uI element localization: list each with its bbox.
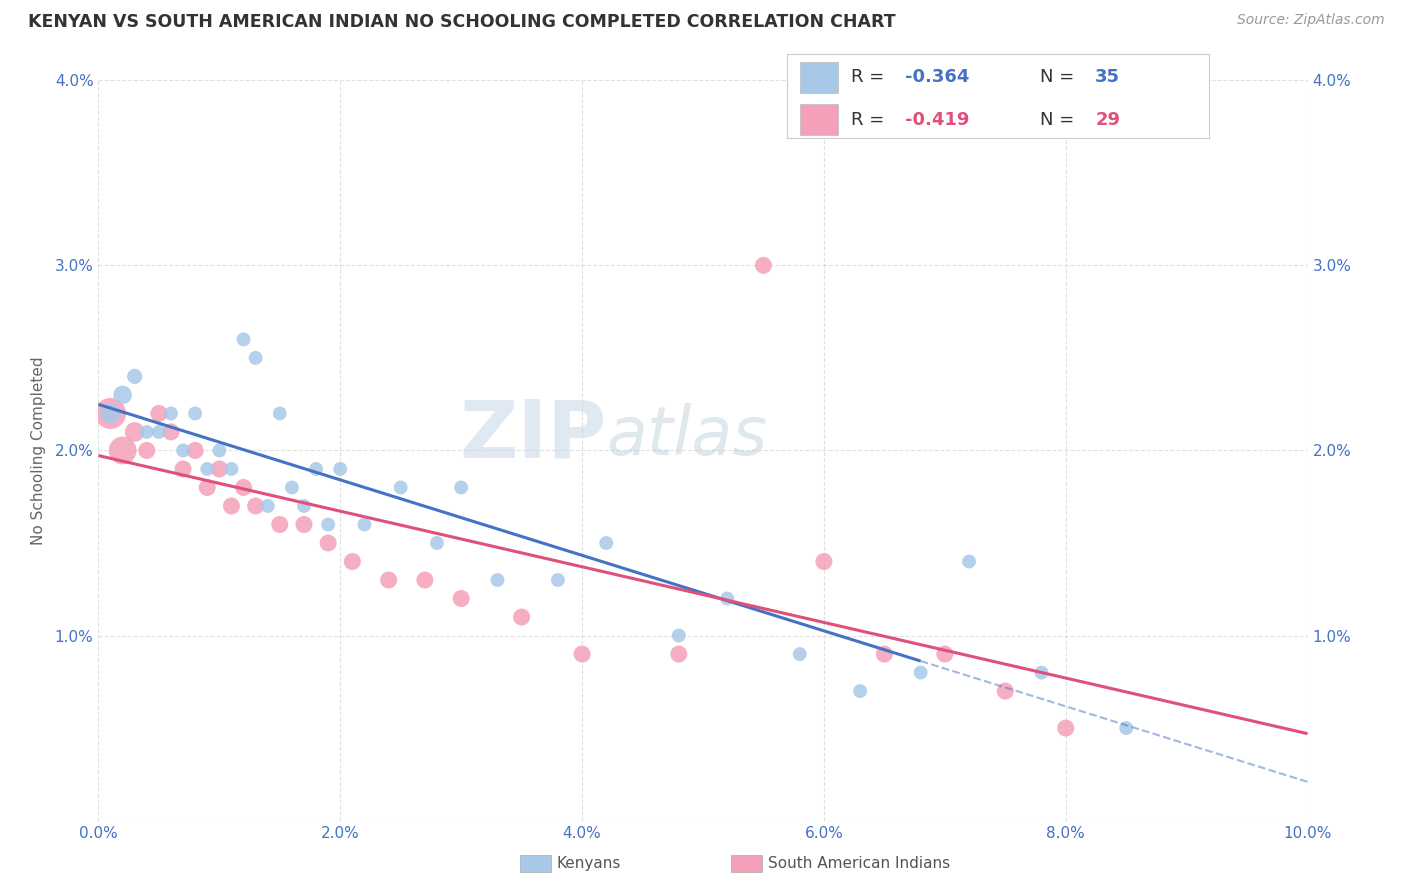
- Point: [124, 369, 146, 384]
- Point: [994, 684, 1017, 698]
- Text: 29: 29: [1095, 111, 1121, 128]
- Point: [208, 462, 231, 476]
- Point: [256, 499, 278, 513]
- FancyBboxPatch shape: [800, 62, 838, 93]
- Point: [1115, 721, 1137, 735]
- Point: [221, 499, 243, 513]
- Point: [172, 462, 194, 476]
- Point: [269, 407, 291, 421]
- Point: [111, 443, 134, 458]
- Point: [353, 517, 375, 532]
- Text: -0.364: -0.364: [905, 69, 970, 87]
- Text: South American Indians: South American Indians: [768, 856, 950, 871]
- Point: [910, 665, 932, 680]
- Point: [716, 591, 738, 606]
- Point: [221, 462, 243, 476]
- Point: [172, 443, 194, 458]
- Text: KENYAN VS SOUTH AMERICAN INDIAN NO SCHOOLING COMPLETED CORRELATION CHART: KENYAN VS SOUTH AMERICAN INDIAN NO SCHOO…: [28, 13, 896, 31]
- Point: [100, 407, 122, 421]
- Point: [849, 684, 872, 698]
- Text: Kenyans: Kenyans: [557, 856, 621, 871]
- Point: [111, 388, 134, 402]
- Point: [957, 554, 980, 569]
- Point: [342, 554, 364, 569]
- Point: [160, 425, 183, 439]
- Point: [450, 591, 472, 606]
- Text: ZIP: ZIP: [458, 397, 606, 475]
- Point: [329, 462, 352, 476]
- Text: N =: N =: [1040, 69, 1074, 87]
- Point: [389, 481, 412, 495]
- Point: [510, 610, 533, 624]
- Point: [668, 647, 690, 661]
- Point: [377, 573, 399, 587]
- Text: R =: R =: [851, 111, 884, 128]
- Point: [934, 647, 956, 661]
- Point: [184, 407, 207, 421]
- Point: [595, 536, 617, 550]
- Text: N =: N =: [1040, 111, 1074, 128]
- Point: [789, 647, 811, 661]
- Point: [135, 425, 157, 439]
- Point: [316, 536, 339, 550]
- Point: [426, 536, 449, 550]
- Point: [195, 462, 218, 476]
- Point: [292, 499, 315, 513]
- Point: [316, 517, 339, 532]
- Point: [813, 554, 835, 569]
- Point: [413, 573, 436, 587]
- Point: [752, 259, 775, 273]
- Point: [135, 443, 157, 458]
- Point: [571, 647, 593, 661]
- Text: atlas: atlas: [606, 402, 768, 468]
- Point: [232, 333, 254, 347]
- Point: [195, 481, 218, 495]
- Point: [184, 443, 207, 458]
- Point: [100, 407, 122, 421]
- Point: [148, 407, 170, 421]
- Point: [486, 573, 509, 587]
- Point: [269, 517, 291, 532]
- Point: [1031, 665, 1053, 680]
- Point: [305, 462, 328, 476]
- Point: [160, 407, 183, 421]
- Point: [232, 481, 254, 495]
- Point: [245, 351, 267, 365]
- Text: -0.419: -0.419: [905, 111, 970, 128]
- Point: [208, 443, 231, 458]
- Point: [547, 573, 569, 587]
- Text: 35: 35: [1095, 69, 1121, 87]
- Point: [245, 499, 267, 513]
- Text: R =: R =: [851, 69, 884, 87]
- Point: [292, 517, 315, 532]
- Point: [668, 628, 690, 642]
- Point: [124, 425, 146, 439]
- Point: [873, 647, 896, 661]
- Point: [281, 481, 304, 495]
- Point: [450, 481, 472, 495]
- Text: Source: ZipAtlas.com: Source: ZipAtlas.com: [1237, 13, 1385, 28]
- Point: [1054, 721, 1077, 735]
- FancyBboxPatch shape: [800, 104, 838, 135]
- Y-axis label: No Schooling Completed: No Schooling Completed: [31, 356, 46, 545]
- Point: [148, 425, 170, 439]
